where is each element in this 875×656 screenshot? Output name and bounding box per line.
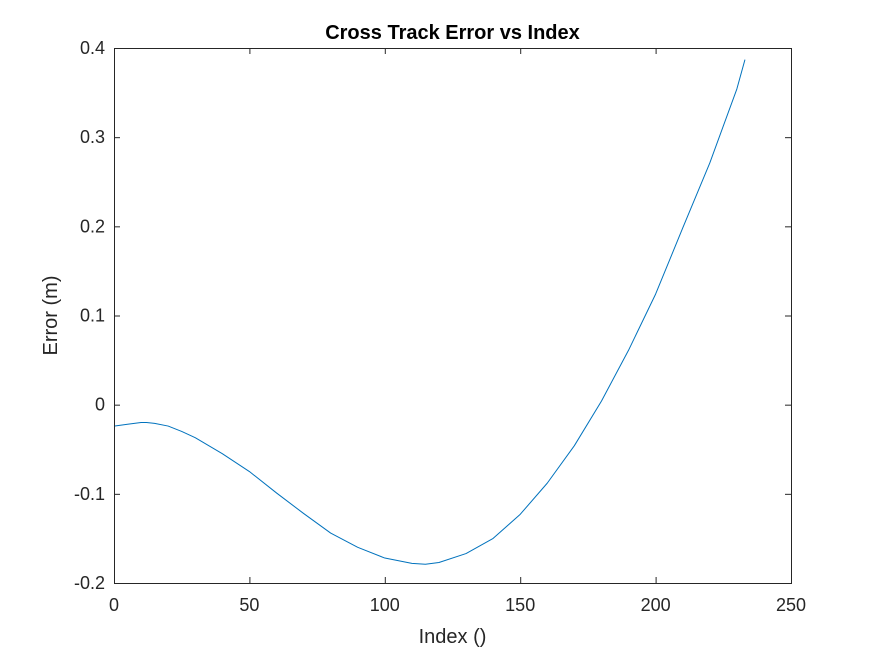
y-tick-label: 0 — [95, 395, 105, 415]
series-line — [113, 59, 746, 565]
plot-area — [114, 48, 791, 583]
x-axis-label: Index () — [419, 626, 487, 648]
y-tick-label: -0.1 — [74, 484, 105, 504]
chart-title: Cross Track Error vs Index — [325, 22, 580, 44]
x-tick-label: 100 — [370, 595, 400, 615]
plot-box — [114, 48, 792, 584]
x-tick-label: 200 — [641, 595, 671, 615]
x-tick-label: 50 — [239, 595, 259, 615]
y-tick-label: 0.2 — [80, 216, 105, 236]
y-tick-label: 0.1 — [80, 306, 105, 326]
tick-labels: 0 50 100 150 200 250 -0.2 -0.1 0 0.1 0.2 0.3 0.4 — [74, 38, 806, 615]
x-tick-label: 0 — [109, 595, 119, 615]
y-axis-label: Error (m) — [40, 276, 62, 356]
y-tick-label: 0.4 — [80, 38, 105, 58]
y-tick-label: -0.2 — [74, 573, 105, 593]
x-tick-label: 150 — [505, 595, 535, 615]
x-tick-label: 250 — [776, 595, 806, 615]
series-layer — [113, 59, 746, 565]
y-tick-label: 0.3 — [80, 127, 105, 147]
